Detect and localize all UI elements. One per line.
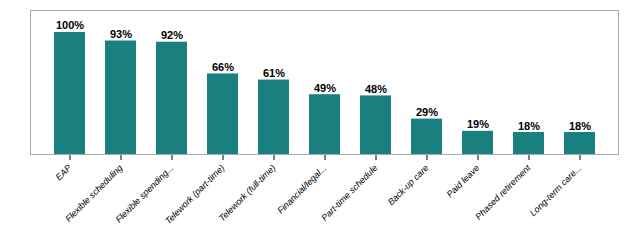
svg-text:18%: 18% (518, 120, 540, 132)
svg-text:Flexible scheduling: Flexible scheduling (63, 162, 125, 224)
svg-text:48%: 48% (365, 83, 387, 95)
svg-text:Flexible spending...: Flexible spending... (113, 162, 176, 225)
svg-text:93%: 93% (110, 28, 132, 40)
svg-text:Back-up care: Back-up care (386, 163, 431, 208)
svg-text:29%: 29% (416, 106, 438, 118)
svg-text:19%: 19% (467, 118, 489, 130)
svg-text:66%: 66% (212, 61, 234, 73)
svg-text:Telework (part-time): Telework (part-time) (163, 162, 227, 227)
svg-text:Phased retirement: Phased retirement (473, 162, 532, 221)
svg-text:100%: 100% (56, 19, 84, 31)
svg-text:18%: 18% (569, 120, 591, 132)
svg-text:Part-time schedule: Part-time schedule (319, 163, 379, 223)
svg-text:49%: 49% (314, 82, 336, 94)
svg-text:61%: 61% (263, 67, 285, 79)
svg-text:Financial/legal...: Financial/legal... (275, 163, 328, 216)
svg-text:92%: 92% (161, 29, 183, 41)
svg-text:Paid leave: Paid leave (445, 163, 482, 200)
svg-text:EAP: EAP (54, 163, 74, 183)
svg-text:Telework (full-time): Telework (full-time) (217, 163, 278, 224)
svg-text:Long-term care...: Long-term care... (528, 163, 584, 219)
